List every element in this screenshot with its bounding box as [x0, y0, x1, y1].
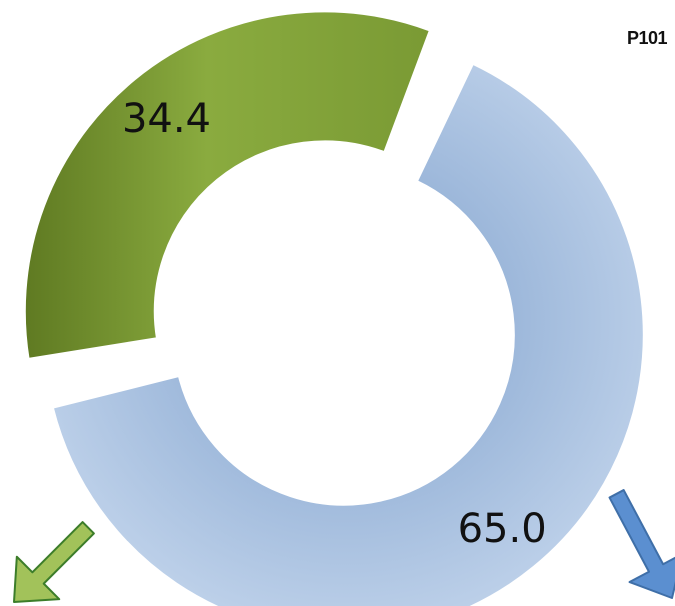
green-arrow-icon — [13, 521, 95, 603]
donut-slice-2 — [23, 10, 432, 360]
arrows-layer — [13, 489, 675, 603]
donut-slice-1 — [51, 62, 645, 606]
data-label-1: 65.0 — [458, 506, 547, 552]
data-label-2: 34.4 — [122, 96, 211, 142]
data-labels-layer: 65.0 34.4 — [122, 96, 547, 552]
blue-arrow-icon — [608, 489, 675, 599]
slices-layer — [23, 10, 645, 606]
corner-label: P101 — [627, 28, 668, 48]
